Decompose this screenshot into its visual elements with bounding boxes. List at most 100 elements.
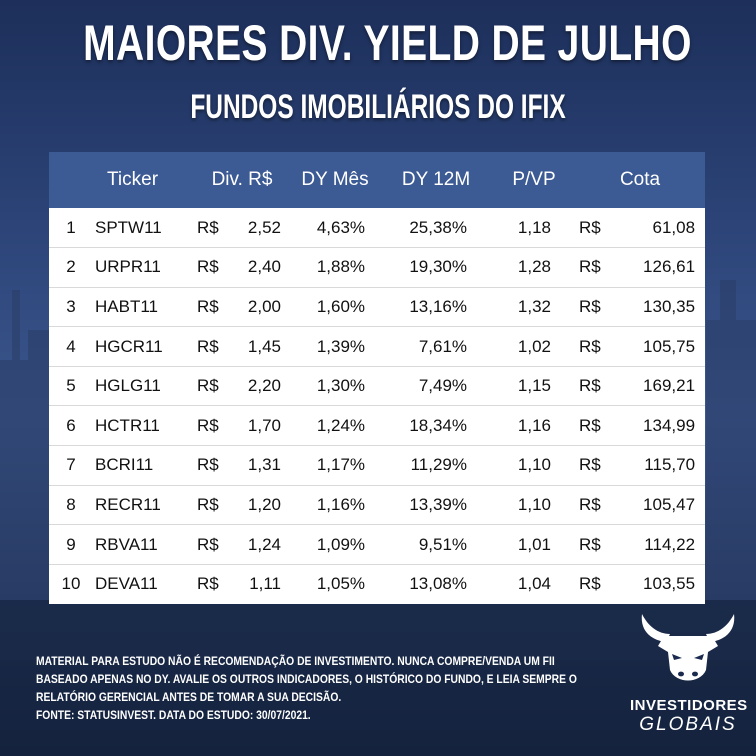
div-currency-cell: R$ (193, 563, 227, 604)
div-value-cell: 1,45 (227, 326, 292, 367)
pvp-cell: 1,02 (493, 326, 576, 367)
header-pvp: P/VP (512, 169, 556, 190)
div-currency-cell: R$ (193, 247, 227, 288)
header-rank (49, 152, 93, 208)
cota-value-cell: 105,47 (615, 484, 706, 525)
ticker-cell: RECR11 (93, 484, 193, 525)
source-line: FONTE: STATUSINVEST. DATA DO ESTUDO: 30/… (36, 708, 311, 722)
div-currency-cell: R$ (193, 524, 227, 565)
div-value-cell: 1,11 (227, 563, 292, 604)
table-row: 6 HCTR11 R$ 1,70 1,24% 18,34% 1,16 R$ 134,99 (49, 405, 706, 446)
table-header-row: Ticker Div. R$ DY Mês DY 12M P/VP Cota (49, 152, 706, 208)
cota-currency-cell: R$ (575, 326, 616, 367)
div-currency-cell: R$ (193, 484, 227, 525)
table-row: 3 HABT11 R$ 2,00 1,60% 13,16% 1,32 R$ 130,35 (49, 286, 706, 327)
rank-cell: 9 (49, 524, 93, 565)
rank-cell: 7 (49, 445, 93, 486)
dy-12m-cell: 13,08% (379, 563, 494, 604)
cota-value-cell: 130,35 (615, 286, 706, 327)
pvp-cell: 1,04 (493, 563, 576, 604)
cota-currency-cell: R$ (575, 524, 616, 565)
rank-cell: 8 (49, 484, 93, 525)
bull-head-icon (641, 614, 735, 681)
cota-value-cell: 115,70 (615, 445, 706, 486)
dy-mes-cell: 1,30% (291, 365, 380, 406)
dy-mes-cell: 1,24% (291, 405, 380, 446)
div-currency-cell: R$ (193, 326, 227, 367)
pvp-cell: 1,28 (493, 247, 576, 288)
div-currency-cell: R$ (193, 365, 227, 406)
dy-12m-cell: 19,30% (379, 247, 494, 288)
rank-cell: 1 (66, 217, 76, 237)
dividend-yield-table: Ticker Div. R$ DY Mês DY 12M P/VP Cota 1… (49, 152, 706, 604)
dy-12m-cell: 13,16% (379, 286, 494, 327)
ticker-cell: HABT11 (93, 286, 193, 327)
dy-12m-cell: 13,39% (379, 484, 494, 525)
table-row: 7 BCRI11 R$ 1,31 1,17% 11,29% 1,10 R$ 115,70 (49, 445, 706, 486)
page-subtitle: FUNDOS IMOBILIÁRIOS DO IFIX (190, 88, 566, 126)
cota-currency-cell: R$ (575, 286, 616, 327)
dy-12m-cell: 18,34% (379, 405, 494, 446)
cota-currency-cell: R$ (575, 247, 616, 288)
rank-cell: 2 (49, 247, 93, 288)
page-title: MAIORES DIV. YIELD DE JULHO (83, 15, 692, 71)
cota-value-cell: 105,75 (615, 326, 706, 367)
cota-value-cell: 134,99 (615, 405, 706, 446)
cota-currency-cell: R$ (575, 563, 616, 604)
ticker-cell: HCTR11 (93, 405, 193, 446)
div-currency-cell: R$ (197, 217, 219, 237)
table-row: 9 RBVA11 R$ 1,24 1,09% 9,51% 1,01 R$ 114,22 (49, 524, 706, 565)
header-ticker: Ticker (107, 169, 159, 190)
dy-12m-cell: 11,29% (379, 445, 494, 486)
ticker-cell: BCRI11 (93, 445, 193, 486)
div-currency-cell: R$ (193, 405, 227, 446)
dy-mes-cell: 1,16% (291, 484, 380, 525)
ticker-cell: DEVA11 (93, 563, 193, 604)
pvp-cell: 1,01 (493, 524, 576, 565)
dy-mes-cell: 1,17% (291, 445, 380, 486)
dy-mes-cell: 1,60% (291, 286, 380, 327)
header-cota: Cota (619, 169, 661, 190)
div-value-cell: 1,70 (227, 405, 292, 446)
div-currency-cell: R$ (193, 286, 227, 327)
logo-subname: GLOBAIS (639, 714, 737, 735)
dy-mes-cell: 1,09% (291, 524, 380, 565)
header-div: Div. R$ (211, 169, 273, 190)
div-value-cell: 1,20 (227, 484, 292, 525)
investidores-globais-logo: INVESTIDORES GLOBAIS (630, 608, 747, 748)
header-dy-12m: DY 12M (401, 169, 471, 190)
dy-12m-cell: 7,61% (379, 326, 494, 367)
table-row: 2 URPR11 R$ 2,40 1,88% 19,30% 1,28 R$ 126,61 (49, 247, 706, 288)
pvp-cell: 1,10 (493, 484, 576, 525)
dy-12m-cell: 9,51% (379, 524, 494, 565)
cota-value-cell: 126,61 (615, 247, 706, 288)
table-row: 1 SPTW11 R$ 2,52 4,63% 25,38% 1,18 R$ 61,08 (49, 208, 706, 248)
dy-12m-cell: 25,38% (409, 217, 468, 237)
dy-12m-cell: 7,49% (379, 365, 494, 406)
cota-currency-cell: R$ (575, 365, 616, 406)
div-value-cell: 1,24 (227, 524, 292, 565)
pvp-cell: 1,32 (493, 286, 576, 327)
cota-value-cell: 103,55 (615, 563, 706, 604)
dy-mes-cell: 1,88% (291, 247, 380, 288)
rank-cell: 3 (49, 286, 93, 327)
dy-mes-cell: 1,05% (291, 563, 380, 604)
pvp-cell: 1,16 (493, 405, 576, 446)
table-row: 8 RECR11 R$ 1,20 1,16% 13,39% 1,10 R$ 105,47 (49, 484, 706, 525)
div-value-cell: 1,31 (227, 445, 292, 486)
div-value-cell: 2,52 (247, 217, 282, 237)
ticker-cell: RBVA11 (93, 524, 193, 565)
dy-mes-cell: 4,63% (316, 217, 366, 237)
disclaimer-line: BASEADO APENAS NO DY. AVALIE OS OUTROS I… (36, 672, 577, 686)
cota-currency-cell: R$ (575, 484, 616, 525)
cota-currency-cell: R$ (579, 217, 601, 237)
rank-cell: 6 (49, 405, 93, 446)
disclaimer-line: RELATÓRIO GERENCIAL ANTES DE TOMAR A SUA… (36, 690, 342, 704)
cota-value-cell: 114,22 (615, 524, 706, 565)
dy-mes-cell: 1,39% (291, 326, 380, 367)
div-value-cell: 2,00 (227, 286, 292, 327)
cota-currency-cell: R$ (575, 445, 616, 486)
ticker-cell: HGLG11 (93, 365, 193, 406)
rank-cell: 4 (49, 326, 93, 367)
table-row: 4 HGCR11 R$ 1,45 1,39% 7,61% 1,02 R$ 105,75 (49, 326, 706, 367)
